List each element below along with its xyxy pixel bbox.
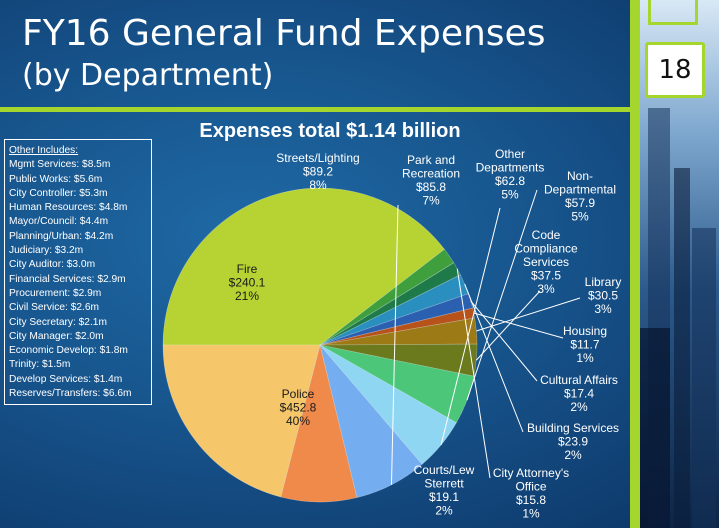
page-number: 18 [645,42,705,98]
title-underline [0,107,630,112]
slice-label-courts-lew-sterrett: Courts/Lew Sterrett $19.1 2% [414,463,475,518]
leader-line-non-departmental [466,189,538,401]
accent-vertical-bar [630,0,640,528]
leader-line-other-departments [440,207,501,446]
other-includes-item: Mayor/Council: $4.4m [9,216,109,228]
other-includes-item: Trinity: $1.5m [9,359,71,371]
other-includes-item: Civil Service: $2.6m [9,302,100,314]
other-includes-list: Mgmt Services: $8.5m Public Works: $5.6m C… [9,158,147,401]
leader-line-cultural-affairs [470,300,538,382]
slice-label-streets-lighting: Streets/Lighting $89.2 8% [276,151,359,192]
slice-label-police: Police $452.8 40% [280,387,317,428]
other-includes-item: City Secretary: $2.1m [9,316,107,328]
pie-slice-police [162,187,445,346]
other-includes-item: City Controller: $5.3m [9,187,108,199]
slide-subtitle: (by Department) [22,58,274,93]
slide-title: FY16 General Fund Expenses [22,13,546,54]
pie-slice-streets-lighting [280,344,358,503]
leader-line-housing [473,312,564,339]
pie-slice-fire [162,344,321,498]
leader-line-code-compliance-services [475,290,541,361]
slice-label-city-attorney-s-office: City Attorney's Office $15.8 1% [493,466,569,521]
other-includes-item: Economic Develop: $1.8m [9,345,128,357]
slice-label-code-compliance-services: Code Compliance Services $37.5 3% [514,228,578,296]
other-includes-item: Human Resources: $4.8m [9,202,128,214]
leader-line-park-and-recreation [390,204,399,485]
pie-chart: Police $452.8 40% Courts/Lew Sterrett $19.1 2%… [162,147,622,521]
other-includes-item: Financial Services: $2.9m [9,273,126,285]
other-includes-item: Reserves/Transfers: $6.6m [9,388,132,400]
leader-line-city-attorney-s-office [456,268,491,479]
other-includes-item: Procurement: $2.9m [9,287,102,299]
other-includes-item: Public Works: $5.6m [9,173,103,185]
chart-title: Expenses total $1.14 billion [199,120,461,142]
slice-label-fire: Fire $240.1 21% [229,262,266,303]
leader-line-library [476,297,581,332]
other-includes-item: City Manager: $2.0m [9,330,104,342]
slice-label-cultural-affairs: Cultural Affairs $17.4 2% [540,373,618,414]
other-includes-heading: Other Includes: [9,145,79,156]
slice-label-housing: Housing $11.7 1% [563,324,607,365]
other-includes-item: Planning/Urban: $4.2m [9,230,114,242]
leader-line-building-services [464,283,524,433]
other-includes-box: Other Includes: Mgmt Services: $8.5m Publ… [4,139,152,405]
other-includes-item: City Auditor: $3.0m [9,259,96,271]
slice-label-library: Library $30.5 3% [585,275,622,316]
pie-slice-courts-lew-sterrett [319,248,455,346]
slice-label-other-departments: Other Departments $62.8 5% [476,147,545,202]
slice-label-park-and-recreation: Park and Recreation $85.8 7% [402,153,460,208]
accent-top-box [648,0,698,25]
pie-slice-library [319,317,478,346]
slice-label-building-services: Building Services $23.9 2% [527,421,619,462]
pie-slice-city-attorney-s-office [319,262,461,346]
other-includes-item: Develop Services: $1.4m [9,373,123,385]
other-includes-item: Judiciary: $3.2m [9,245,84,257]
other-includes-item: Mgmt Services: $8.5m [9,159,111,171]
slice-label-non-departmental: Non-Departmental $57.9 5% [544,169,616,224]
